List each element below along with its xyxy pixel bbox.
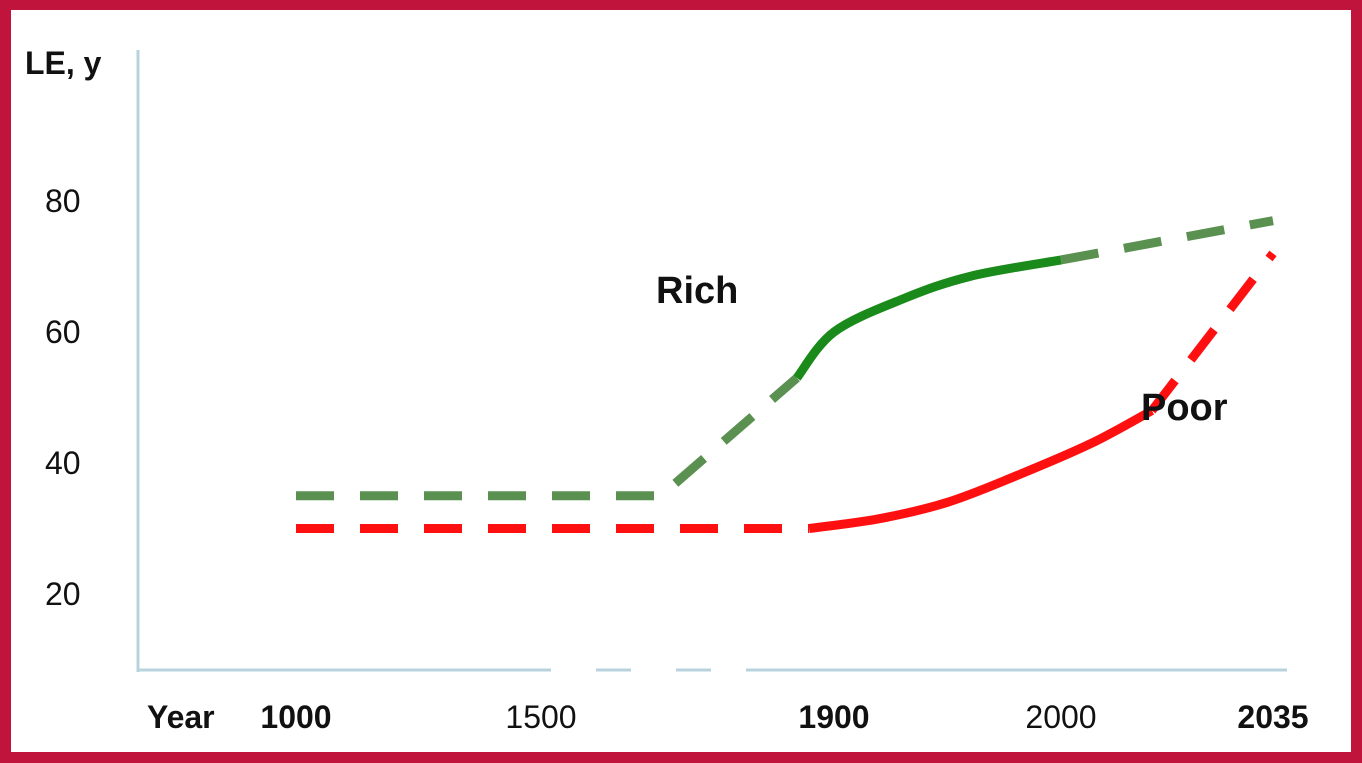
series-labels: Rich Poor [656,270,1228,429]
y-tick-label: 20 [45,576,81,612]
poor-line-solid [808,406,1155,533]
x-tick-label: 1500 [505,699,576,735]
axis-break-gap [631,665,676,677]
y-tick-labels: 20 40 60 80 [45,183,81,612]
axis-break-gap [711,665,746,677]
x-tick-labels: 1000 1500 1900 2000 2035 [260,699,1308,735]
axes [136,50,1287,677]
y-tick-label: 40 [45,445,81,481]
poor-line-dashed [1148,250,1277,414]
y-tick-label: 60 [45,314,81,350]
rich-line-dashed [296,374,800,501]
rich-line-solid [793,255,1062,381]
series-lines [296,216,1277,533]
y-tick-label: 80 [45,183,81,219]
x-tick-label: 2035 [1237,699,1308,735]
poor-label: Poor [1141,387,1228,429]
axis-break [551,665,746,677]
chart-frame: LE, y Year 20 40 60 80 1000 1500 1900 2000 2035… [11,10,1351,752]
rich-label: Rich [656,270,738,312]
axis-break-gap [551,665,596,677]
life-expectancy-chart: LE, y Year 20 40 60 80 1000 1500 1900 2000 2035… [25,45,1309,735]
x-tick-label: 2000 [1025,699,1096,735]
rich-line-dashed [1060,216,1274,265]
x-tick-label: 1000 [260,699,331,735]
y-axis-label: LE, y [25,45,102,81]
x-axis-label: Year [147,699,215,735]
x-tick-label: 1900 [798,699,869,735]
